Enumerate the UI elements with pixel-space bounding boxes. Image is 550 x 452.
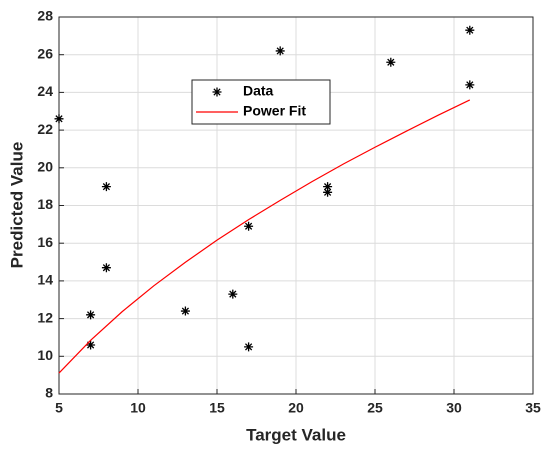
y-tick-label: 8	[45, 385, 53, 401]
data-point	[101, 263, 111, 273]
data-point	[86, 340, 96, 350]
x-tick-label: 10	[130, 400, 146, 416]
x-axis-label: Target Value	[246, 425, 346, 444]
y-tick-label: 14	[37, 272, 53, 288]
x-tick-label: 30	[446, 400, 462, 416]
legend-box	[191, 79, 331, 125]
data-point	[244, 221, 254, 231]
y-tick-label: 20	[37, 159, 53, 175]
data-point	[275, 46, 285, 56]
x-tick-label: 5	[55, 400, 63, 416]
data-point	[101, 182, 111, 192]
legend-label: Data	[243, 83, 274, 99]
y-tick-label: 12	[37, 309, 53, 325]
y-tick-label: 26	[37, 45, 53, 61]
data-point	[180, 306, 190, 316]
plot-frame	[58, 16, 534, 395]
x-tick-label: 15	[209, 400, 225, 416]
y-tick-label: 24	[37, 83, 53, 99]
data-point	[86, 310, 96, 320]
data-point	[465, 80, 475, 90]
fit-line	[58, 99, 471, 374]
y-axis-label: Predicted Value	[7, 142, 26, 269]
x-tick-label: 25	[367, 400, 383, 416]
legend-marker	[212, 87, 222, 97]
y-tick-label: 16	[37, 234, 53, 250]
data-point	[386, 57, 396, 67]
data-point	[323, 182, 333, 192]
y-tick-label: 22	[37, 121, 53, 137]
legend-label: Power Fit	[243, 103, 306, 119]
x-tick-label: 20	[288, 400, 304, 416]
data-point	[323, 187, 333, 197]
data-point	[465, 25, 475, 35]
data-point	[54, 114, 64, 124]
x-tick-label: 35	[525, 400, 541, 416]
y-tick-label: 28	[37, 8, 53, 24]
y-tick-label: 10	[37, 347, 53, 363]
data-point	[228, 289, 238, 299]
data-point	[244, 342, 254, 352]
y-tick-label: 18	[37, 196, 53, 212]
